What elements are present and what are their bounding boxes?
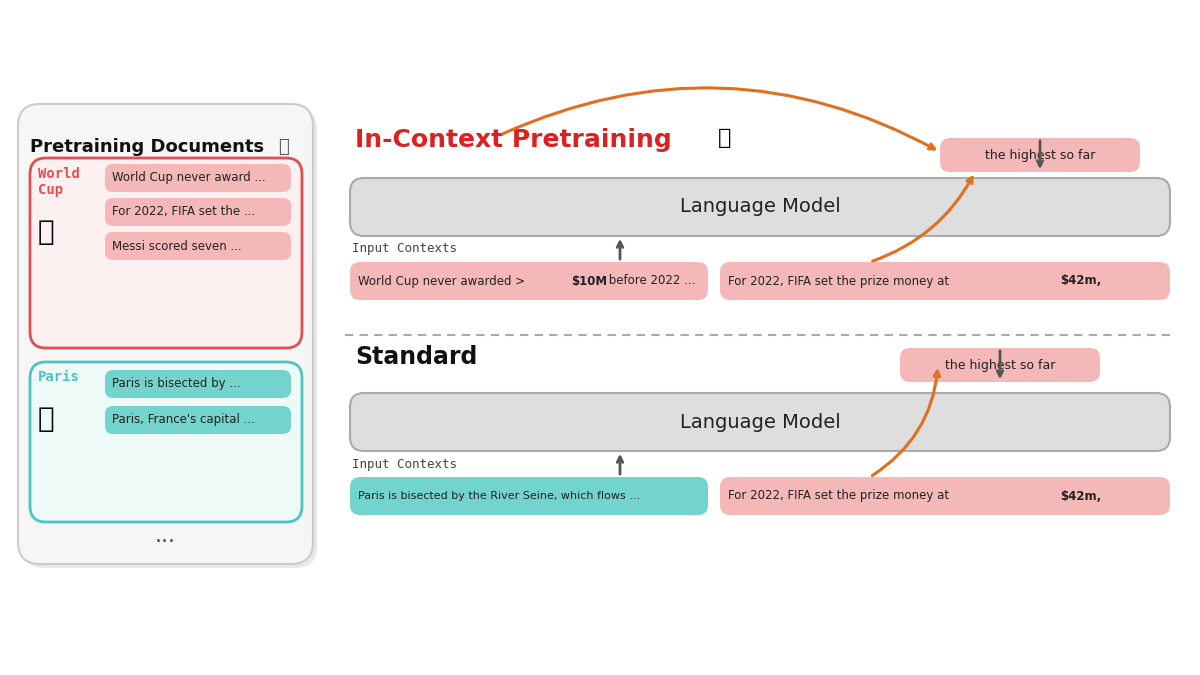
Text: Language Model: Language Model	[679, 412, 840, 431]
Text: $42m,: $42m,	[1060, 489, 1102, 502]
FancyBboxPatch shape	[22, 108, 317, 568]
Text: Paris is bisected by the River Seine, which flows ...: Paris is bisected by the River Seine, wh…	[358, 491, 640, 501]
FancyBboxPatch shape	[350, 477, 708, 515]
Text: 🏆: 🏆	[38, 218, 55, 246]
FancyBboxPatch shape	[30, 158, 302, 348]
Text: 🗼: 🗼	[38, 405, 55, 433]
Text: For 2022, FIFA set the prize money at: For 2022, FIFA set the prize money at	[728, 489, 953, 502]
Text: Input Contexts: Input Contexts	[352, 242, 457, 255]
Text: the highest so far: the highest so far	[985, 148, 1096, 161]
Text: 📋: 📋	[278, 138, 289, 156]
FancyBboxPatch shape	[106, 164, 292, 192]
Text: $42m,: $42m,	[1060, 275, 1102, 288]
FancyBboxPatch shape	[106, 406, 292, 434]
FancyBboxPatch shape	[106, 198, 292, 226]
Text: World Cup never award ...: World Cup never award ...	[112, 171, 265, 184]
FancyBboxPatch shape	[350, 178, 1170, 236]
Text: For 2022, FIFA set the prize money at: For 2022, FIFA set the prize money at	[728, 275, 953, 288]
FancyBboxPatch shape	[106, 370, 292, 398]
Text: Standard: Standard	[355, 345, 478, 369]
Text: $10M: $10M	[571, 275, 607, 288]
FancyBboxPatch shape	[18, 104, 313, 564]
FancyBboxPatch shape	[900, 348, 1100, 382]
Text: Pretraining Documents: Pretraining Documents	[30, 138, 264, 156]
Text: For 2022, FIFA set the ...: For 2022, FIFA set the ...	[112, 205, 256, 219]
Text: World Cup never awarded >: World Cup never awarded >	[358, 275, 529, 288]
Text: World
Cup: World Cup	[38, 167, 80, 197]
Text: Input Contexts: Input Contexts	[352, 458, 457, 471]
FancyBboxPatch shape	[720, 262, 1170, 300]
Text: ...: ...	[155, 526, 175, 546]
FancyBboxPatch shape	[350, 262, 708, 300]
FancyBboxPatch shape	[106, 232, 292, 260]
Text: Paris, France's capital ...: Paris, France's capital ...	[112, 414, 254, 427]
Text: before 2022 ...: before 2022 ...	[605, 275, 695, 288]
FancyBboxPatch shape	[940, 138, 1140, 172]
FancyBboxPatch shape	[350, 393, 1170, 451]
Text: Paris is bisected by ...: Paris is bisected by ...	[112, 377, 241, 391]
Text: Paris: Paris	[38, 370, 80, 384]
Text: 🔗: 🔗	[718, 128, 731, 148]
FancyBboxPatch shape	[30, 362, 302, 522]
FancyBboxPatch shape	[720, 477, 1170, 515]
Text: Language Model: Language Model	[679, 198, 840, 217]
Text: the highest so far: the highest so far	[944, 358, 1055, 371]
Text: In-Context Pretraining: In-Context Pretraining	[355, 128, 672, 152]
Text: Messi scored seven ...: Messi scored seven ...	[112, 240, 241, 252]
